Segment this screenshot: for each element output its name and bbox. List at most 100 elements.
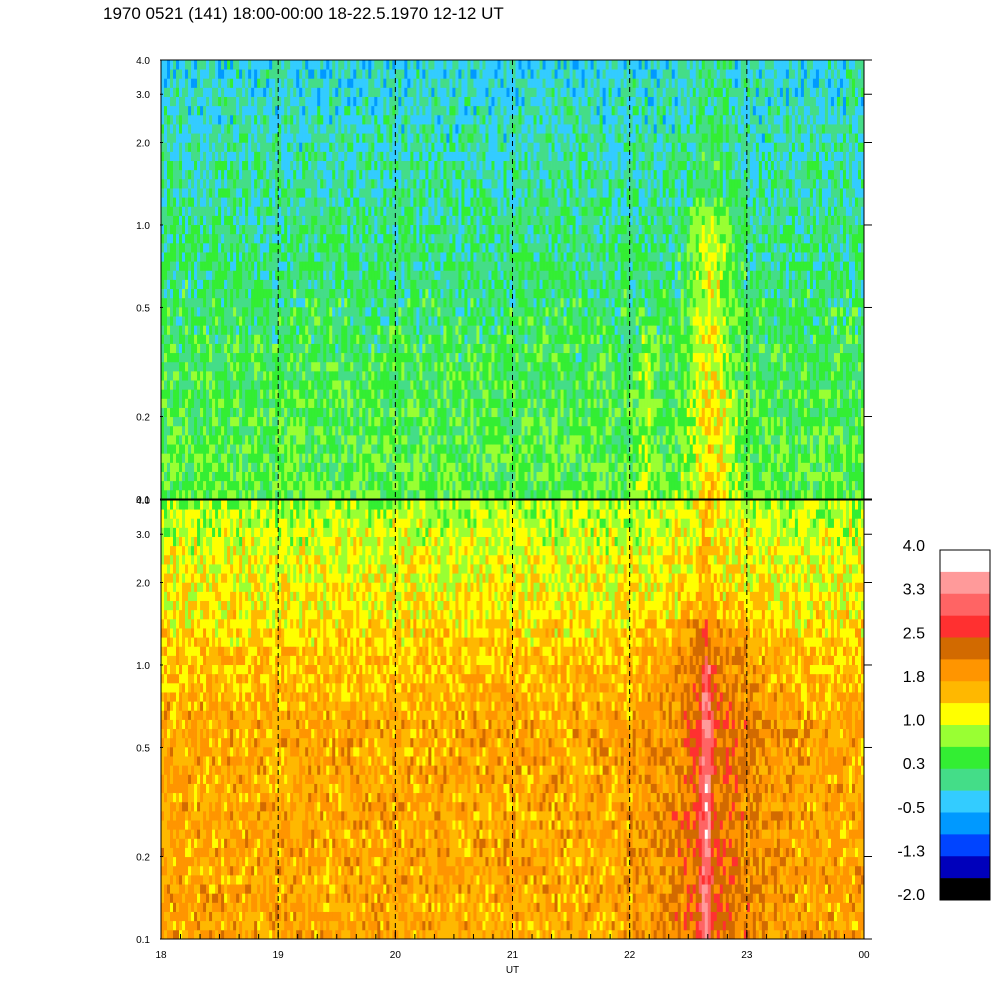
heatmap-cell (242, 252, 246, 262)
heatmap-cell (356, 416, 360, 427)
heatmap-cell (359, 316, 363, 326)
heatmap-cell (308, 444, 312, 454)
heatmap-cell (416, 233, 420, 244)
heatmap-cell (272, 233, 276, 244)
heatmap-cell (437, 444, 441, 454)
heatmap-cell (461, 188, 465, 198)
heatmap-cell (416, 270, 420, 280)
heatmap-cell (356, 224, 360, 235)
heatmap-cell (437, 316, 441, 326)
heatmap-cell (164, 124, 168, 134)
heatmap-cell (275, 361, 279, 372)
heatmap-cell (209, 261, 213, 271)
heatmap-cell (191, 242, 195, 253)
heatmap-cell (173, 233, 177, 244)
heatmap-cell (263, 480, 267, 491)
heatmap-cell (167, 261, 171, 271)
heatmap-cell (281, 407, 285, 418)
heatmap-cell (329, 407, 333, 418)
heatmap-cell (443, 233, 447, 244)
heatmap-cell (416, 279, 420, 290)
heatmap-cell (428, 325, 432, 335)
heatmap-cell (338, 444, 342, 454)
heatmap-cell (191, 124, 195, 134)
heatmap-cell (200, 398, 204, 408)
heatmap-cell (437, 252, 441, 262)
heatmap-cell (275, 416, 279, 427)
heatmap-cell (188, 96, 192, 107)
heatmap-cell (176, 60, 180, 70)
heatmap-cell (284, 334, 288, 344)
heatmap-cell (215, 151, 219, 162)
heatmap-cell (212, 288, 216, 299)
heatmap-cell (377, 316, 381, 326)
heatmap-cell (203, 352, 207, 363)
heatmap-cell (278, 380, 282, 390)
heatmap-cell (398, 142, 402, 152)
heatmap-cell (431, 398, 435, 408)
heatmap-cell (290, 471, 294, 482)
heatmap-cell (422, 370, 426, 381)
heatmap-cell (233, 462, 237, 472)
heatmap-cell (422, 316, 426, 326)
heatmap-cell (221, 334, 225, 344)
heatmap-cell (197, 471, 201, 482)
heatmap-cell (179, 325, 183, 335)
heatmap-cell (440, 325, 444, 335)
heatmap-cell (215, 78, 219, 88)
heatmap-cell (188, 270, 192, 280)
heatmap-cell (347, 188, 351, 198)
heatmap-cell (440, 151, 444, 162)
heatmap-cell (188, 334, 192, 344)
heatmap-cell (374, 389, 378, 399)
heatmap-cell (296, 188, 300, 198)
heatmap-cell (326, 434, 330, 445)
heatmap-cell (467, 87, 471, 97)
heatmap-cell (188, 370, 192, 381)
heatmap-cell (413, 215, 417, 226)
heatmap-cell (356, 133, 360, 143)
heatmap-cell (245, 471, 249, 482)
heatmap-cell (251, 380, 255, 390)
heatmap-cell (347, 480, 351, 491)
heatmap-cell (350, 114, 354, 125)
heatmap-cell (320, 78, 324, 88)
heatmap-cell (392, 434, 396, 445)
heatmap-cell (449, 105, 453, 116)
heatmap-cell (185, 380, 189, 390)
heatmap-cell (359, 471, 363, 482)
heatmap-cell (320, 398, 324, 408)
heatmap-cell (317, 316, 321, 326)
heatmap-cell (284, 297, 288, 308)
heatmap-cell (395, 389, 399, 399)
heatmap-cell (320, 206, 324, 216)
heatmap-cell (176, 133, 180, 143)
heatmap-cell (188, 78, 192, 88)
heatmap-cell (236, 124, 240, 134)
heatmap-cell (368, 297, 372, 308)
heatmap-cell (434, 334, 438, 344)
heatmap-cell (188, 252, 192, 262)
heatmap-cell (206, 151, 210, 162)
heatmap-cell (218, 169, 222, 180)
heatmap-cell (392, 306, 396, 317)
heatmap-cell (407, 124, 411, 134)
heatmap-cell (386, 288, 390, 299)
heatmap-cell (437, 124, 441, 134)
heatmap-cell (224, 453, 228, 463)
heatmap-cell (242, 279, 246, 290)
heatmap-cell (257, 197, 261, 207)
heatmap-cell (323, 425, 327, 436)
heatmap-cell (248, 124, 252, 134)
heatmap-cell (464, 78, 468, 88)
heatmap-cell (317, 306, 321, 317)
heatmap-cell (383, 78, 387, 88)
heatmap-cell (287, 343, 291, 354)
heatmap-cell (263, 279, 267, 290)
heatmap-cell (275, 261, 279, 271)
heatmap-cell (461, 389, 465, 399)
heatmap-cell (377, 434, 381, 445)
heatmap-cell (272, 224, 276, 235)
heatmap-cell (344, 306, 348, 317)
heatmap-cell (191, 343, 195, 354)
